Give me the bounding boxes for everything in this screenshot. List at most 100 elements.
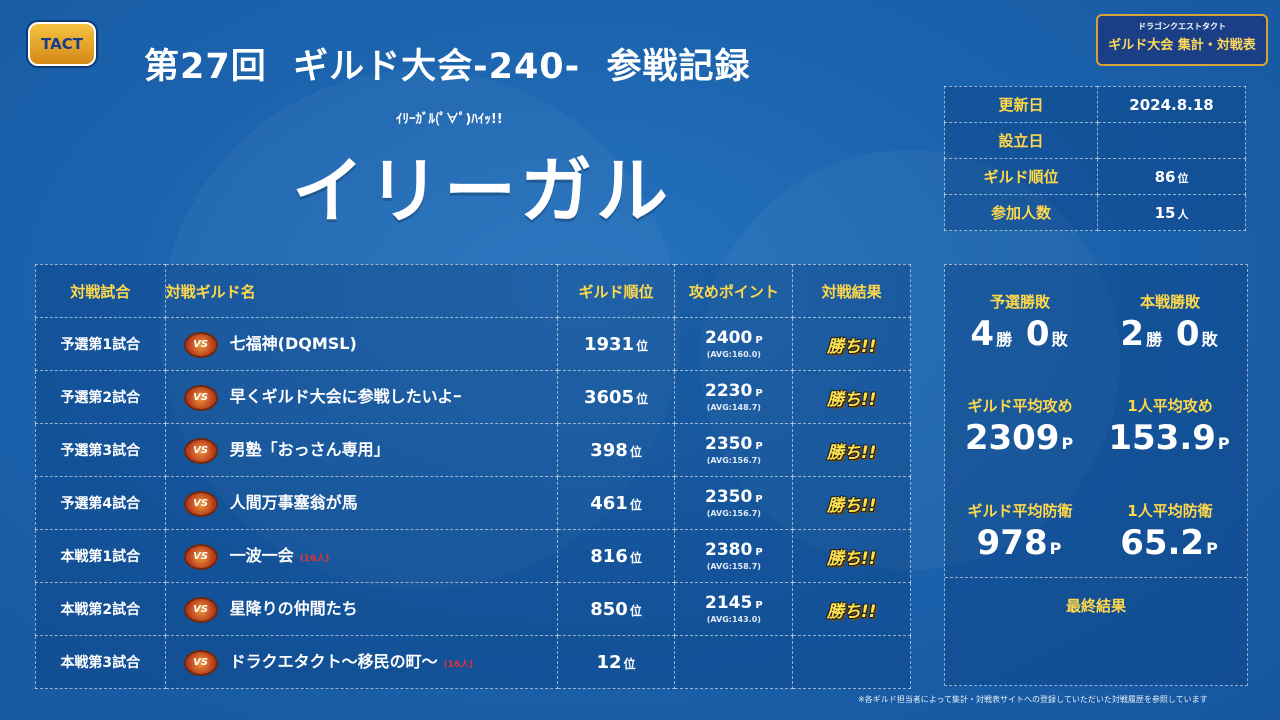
page-title: 第27回 ギルド大会-240- 参戦記録 (144, 47, 751, 87)
points-line: 2380 P (675, 541, 792, 562)
vs-icon: VS (183, 596, 218, 623)
guild-avg-attack: ギルド平均攻め 2309 P (945, 395, 1095, 466)
game-logo: TACT (28, 22, 96, 66)
match-name: 本戦第2試合 (35, 582, 166, 636)
points-number: 2230 (704, 380, 753, 401)
rank-unit: 位 (629, 497, 642, 512)
opponent-name: 早くギルド大会に参戦したいよｰ (229, 387, 462, 407)
logo-text: TACT (41, 35, 83, 53)
info-label: 参加人数 (944, 194, 1098, 231)
opponent-name: 人間万事塞翁が馬 (229, 493, 358, 513)
stat-label: 予選勝敗 (989, 293, 1050, 311)
result-badge: 勝ち!! (826, 495, 877, 516)
stat-label: ギルド平均攻め (967, 397, 1073, 415)
opponent-cell: VS 男塾「おっさん専用」 (164, 423, 558, 477)
points-line: 2145 P (675, 594, 792, 615)
points-line: 2350 P (675, 488, 792, 509)
opponent-note: (16人) (443, 660, 474, 671)
match-name: 予選第1試合 (35, 317, 166, 371)
match-result: 勝ち!! (792, 529, 911, 583)
header-rank: ギルド順位 (556, 264, 676, 318)
points-number: 2350 (704, 486, 753, 507)
vs-icon: VS (183, 384, 218, 411)
stat-label: ギルド平均防衛 (967, 502, 1073, 520)
points-average: (AVG:156.7) (706, 455, 761, 465)
points-line: 2350 P (675, 435, 792, 456)
info-label: 更新日 (944, 86, 1098, 123)
opponent-name: 一波一会 (229, 546, 294, 566)
point-unit: P (1217, 434, 1230, 453)
table-row: 予選第1試合 VS 七福神(DQMSL) 1931 位 2400 P (AVG:160.0) 勝… (35, 317, 911, 371)
stat-number: 153.9 (1108, 418, 1216, 458)
opponent-rank: 12 位 (556, 635, 676, 689)
match-result: 勝ち!! (792, 317, 911, 371)
opponent-cell: VS 一波一会 (16人) (164, 529, 558, 583)
stat-value: 65.2 P (1095, 521, 1245, 571)
points-line: 2400 P (675, 329, 792, 350)
result-badge: 勝ち!! (826, 601, 877, 622)
vs-icon: VS (183, 543, 218, 570)
point-unit: P (755, 387, 763, 399)
opponent-rank: 816 位 (556, 529, 676, 583)
members-value: 15 (1154, 203, 1176, 222)
match-result: 勝ち!! (792, 423, 911, 477)
info-row: 参加人数 15 人 (944, 194, 1246, 231)
attack-points: 2400 P (AVG:160.0) (674, 317, 794, 371)
match-name: 本戦第1試合 (35, 529, 166, 583)
match-name: 本戦第3試合 (35, 635, 166, 689)
opponent-cell: VS 七福神(DQMSL) (164, 317, 558, 371)
points-number: 2380 (704, 539, 753, 560)
result-badge: 勝ち!! (826, 336, 877, 357)
stat-value: 153.9 P (1095, 416, 1245, 466)
info-value: 15 人 (1097, 194, 1246, 231)
points-line: 2230 P (675, 382, 792, 403)
stat-value: 2309 P (945, 416, 1095, 466)
divider (945, 577, 1247, 578)
opponent-rank: 850 位 (556, 582, 676, 636)
table-header-row: 対戦試合 対戦ギルド名 ギルド順位 攻めポイント 対戦結果 (35, 264, 911, 318)
rank-number: 816 (590, 545, 628, 567)
match-result (792, 635, 911, 689)
losses-count: 0 (1025, 314, 1050, 354)
info-label: ギルド順位 (944, 158, 1098, 195)
table-row: 予選第4試合 VS 人間万事塞翁が馬 461 位 2350 P (AVG:156.7) 勝ち!! (35, 476, 911, 530)
info-row: ギルド順位 86 位 (944, 158, 1246, 195)
match-result: 勝ち!! (792, 370, 911, 424)
vs-icon: VS (183, 649, 218, 676)
stat-label: 本戦勝敗 (1139, 293, 1200, 311)
match-result: 勝ち!! (792, 582, 911, 636)
attack-points: 2380 P (AVG:158.7) (674, 529, 794, 583)
info-value: 86 位 (1097, 158, 1246, 195)
opponent-rank: 1931 位 (556, 317, 676, 371)
opponent-cell: VS 早くギルド大会に参戦したいよｰ (164, 370, 558, 424)
rank-unit: 位 (629, 444, 642, 459)
match-name: 予選第4試合 (35, 476, 166, 530)
rank-unit: 位 (629, 603, 642, 618)
stat-label: 1人平均防衛 (1127, 502, 1213, 520)
guild-subtitle: ｲﾘｰｶﾞﾙ(ﾟ∀ﾟ)ﾊｲｯ!! (396, 112, 503, 127)
point-unit: P (755, 599, 763, 611)
win-unit: 勝 (1146, 330, 1163, 349)
site-brand-logo: ドラゴンクエストタクト ギルド大会 集計・対戦表 (1096, 14, 1268, 66)
stat-number: 65.2 (1120, 523, 1205, 563)
point-unit: P (755, 493, 763, 505)
vs-icon: VS (183, 437, 218, 464)
rank-number: 1931 (583, 333, 635, 355)
vs-icon: VS (183, 331, 218, 358)
result-badge: 勝ち!! (826, 389, 877, 410)
table-row: 本戦第3試合 VS ドラクエタクト〜移民の町〜 (16人) 12 位 (35, 635, 911, 689)
opponent-rank: 398 位 (556, 423, 676, 477)
points-average: (AVG:148.7) (706, 402, 761, 412)
info-label: 設立日 (944, 122, 1098, 159)
point-unit: P (755, 334, 763, 346)
guild-name: イリーガル (292, 149, 673, 233)
guild-info-table: 更新日 2024.8.18 設立日 ギルド順位 86 位 参加人数 15 人 (944, 86, 1246, 231)
stat-number: 978 (976, 523, 1048, 563)
attack-points (674, 635, 794, 689)
final-result-label: 最終結果 (1065, 597, 1126, 615)
opponent-rank: 461 位 (556, 476, 676, 530)
rank-number: 398 (590, 439, 628, 461)
